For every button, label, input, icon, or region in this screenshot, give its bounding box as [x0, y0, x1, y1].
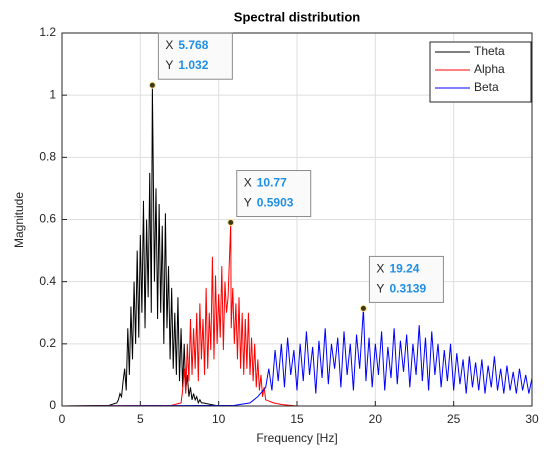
datatip-text: X 5.768	[165, 38, 208, 52]
legend-label: Theta	[474, 44, 505, 58]
datatip-box	[157, 32, 233, 80]
legend-label: Alpha	[474, 62, 505, 76]
datatip-text: X 19.24	[376, 262, 419, 276]
series-line	[61, 85, 532, 407]
x-tick-label: 15	[290, 412, 304, 426]
y-tick-label: 0.8	[39, 150, 56, 164]
chart-title: Spectral distribution	[234, 9, 360, 24]
datatip-marker	[359, 304, 367, 312]
plot-frame	[61, 32, 533, 407]
series-line	[61, 308, 533, 407]
datatip-axis: X	[244, 176, 252, 190]
y-tick-label: 0.2	[39, 336, 56, 350]
datatip-axis: Y	[165, 58, 173, 72]
x-axis-label: Frequency [Hz]	[256, 431, 337, 445]
x-tick-label: 5	[137, 412, 144, 426]
y-tick-label: 0.4	[39, 274, 56, 288]
datatip-value: 19.24	[389, 262, 419, 276]
datatip-axis: X	[165, 38, 173, 52]
datatip-box	[368, 255, 444, 303]
datatip-axis: X	[376, 262, 384, 276]
x-tick-label: 25	[447, 412, 461, 426]
datatip-text: Y 0.5903	[244, 196, 294, 210]
datatip-marker	[227, 219, 235, 227]
datatip-axis: Y	[376, 282, 384, 296]
y-tick-label: 0.6	[39, 212, 56, 226]
datatip-text: Y 1.032	[165, 58, 208, 72]
datatip-text: X 10.77	[244, 176, 287, 190]
legend-label: Beta	[474, 80, 499, 94]
y-tick-label: 0	[49, 398, 56, 412]
datatip-value: 10.77	[257, 176, 287, 190]
datatip-axis: Y	[244, 196, 252, 210]
datatip-box	[236, 170, 312, 218]
y-axis-label: Magnitude	[12, 192, 26, 248]
x-tick-label: 10	[212, 412, 226, 426]
datatip-value: 0.3139	[389, 282, 426, 296]
x-tick-label: 30	[525, 412, 539, 426]
x-tick-label: 20	[369, 412, 383, 426]
series-line	[61, 222, 532, 407]
datatip-value: 5.768	[178, 38, 208, 52]
y-tick-label: 1.2	[39, 25, 56, 39]
y-tick-label: 1	[49, 87, 56, 101]
datatip-marker	[148, 81, 156, 89]
datatip-value: 1.032	[178, 58, 208, 72]
datatip-value: 0.5903	[257, 196, 294, 210]
datatip-text: Y 0.3139	[376, 282, 426, 296]
x-tick-label: 0	[59, 412, 66, 426]
